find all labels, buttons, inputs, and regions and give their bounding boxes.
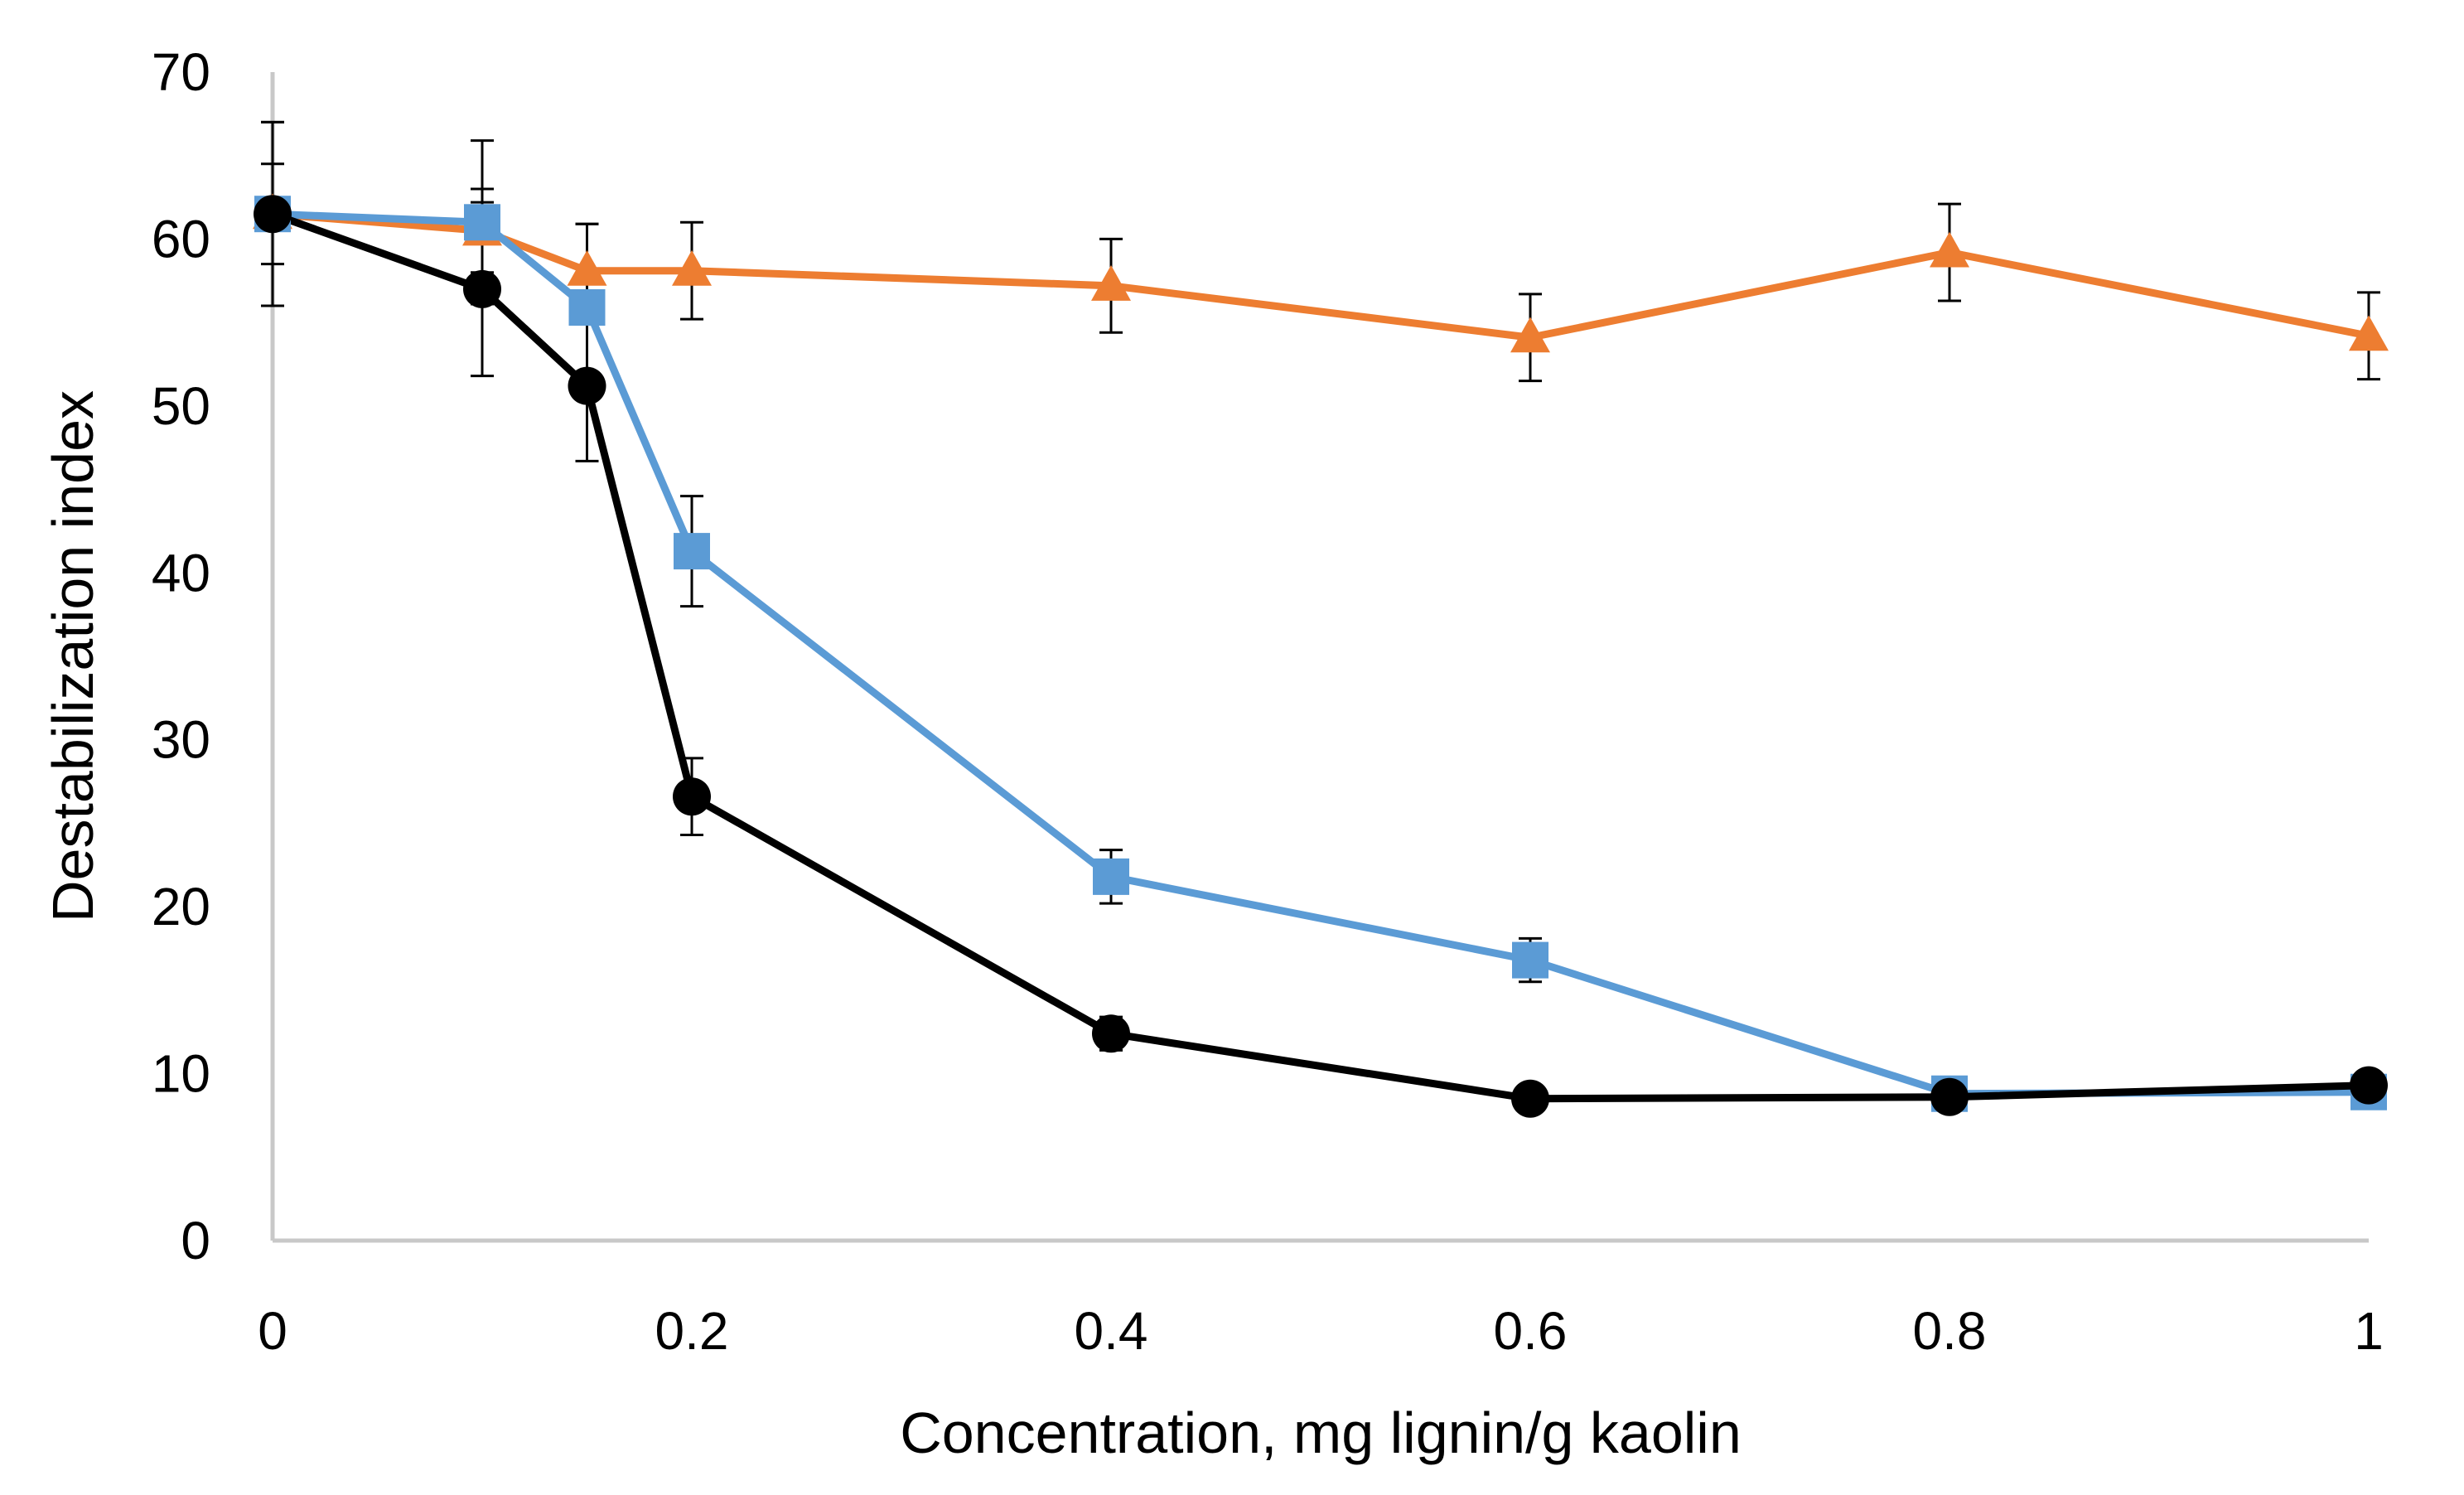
data-point <box>673 777 711 816</box>
x-tick-label: 0.6 <box>1494 1301 1568 1361</box>
y-tick-label: 70 <box>152 42 210 102</box>
y-tick-label: 30 <box>152 710 210 770</box>
x-tick-label: 0 <box>258 1301 287 1361</box>
y-tick-label: 50 <box>152 376 210 436</box>
y-tick-labels: 0 10 20 30 40 50 60 70 <box>152 42 210 1270</box>
data-point <box>567 249 607 286</box>
x-axis-title: Concentration, mg lignin/g kaolin <box>900 1401 1742 1465</box>
x-tick-labels: 0 0.2 0.4 0.6 0.8 1 <box>258 1301 2384 1361</box>
markers-series-3 <box>254 195 2388 1118</box>
y-tick-label: 10 <box>152 1044 210 1104</box>
data-point <box>1093 858 1129 895</box>
y-tick-label: 0 <box>181 1211 210 1270</box>
x-tick-label: 1 <box>2354 1301 2384 1361</box>
data-point <box>2350 1066 2388 1105</box>
data-point <box>568 289 606 327</box>
data-point <box>568 366 606 405</box>
y-tick-label: 40 <box>152 543 210 602</box>
data-point <box>2349 315 2389 351</box>
data-point <box>1092 1014 1130 1053</box>
series-line-3 <box>271 210 2370 1103</box>
data-point <box>1510 317 1550 353</box>
data-point <box>1091 265 1131 301</box>
data-point <box>1512 941 1548 979</box>
data-point <box>464 204 500 241</box>
x-tick-label: 0.8 <box>1913 1301 1987 1361</box>
error-bars-series-1 <box>261 120 2380 383</box>
data-point <box>1930 231 1969 268</box>
y-axis-title: Destabilization index <box>41 390 105 922</box>
series-layer <box>253 120 2389 1118</box>
y-tick-label: 60 <box>152 209 210 269</box>
data-point <box>674 533 710 570</box>
data-point <box>1930 1077 1969 1116</box>
data-point <box>672 249 712 286</box>
data-point <box>1511 1079 1549 1118</box>
data-point <box>254 195 292 234</box>
x-tick-label: 0.2 <box>655 1301 729 1361</box>
markers-series-2 <box>254 196 2387 1112</box>
data-point <box>463 269 501 308</box>
x-tick-label: 0.4 <box>1075 1301 1148 1361</box>
y-tick-label: 20 <box>152 877 210 936</box>
